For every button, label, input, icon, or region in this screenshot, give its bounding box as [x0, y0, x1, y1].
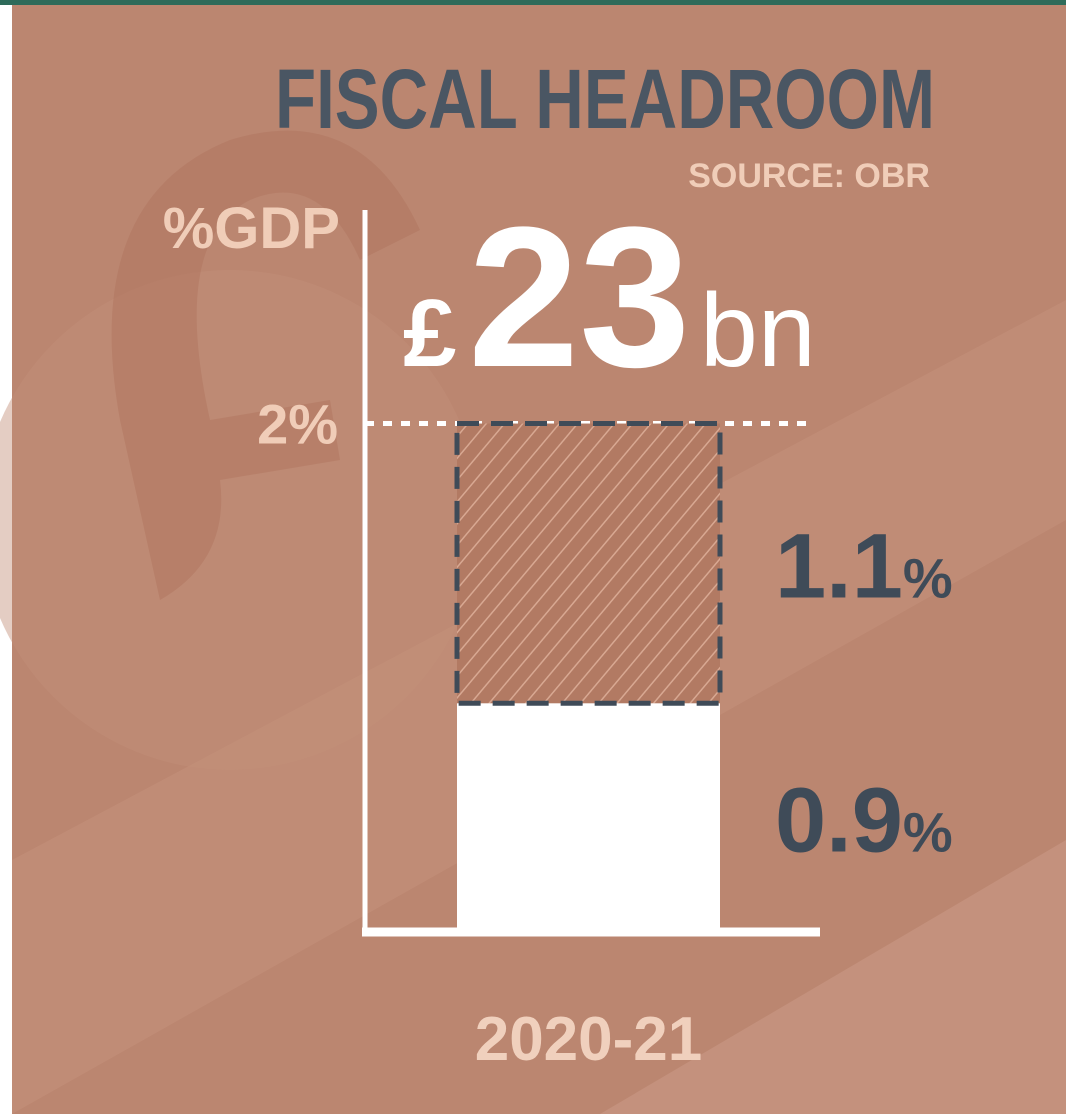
y-axis-label: %GDP [163, 196, 340, 261]
decor-pound [111, 130, 420, 600]
source: SOURCE: OBR [688, 157, 930, 195]
decor-band [600, 840, 1066, 1114]
top-bar [0, 0, 1066, 5]
bar-segment [454, 421, 723, 706]
x-tick-label: 2020-21 [475, 1005, 703, 1074]
y-tick-label: 2% [257, 393, 338, 456]
headline-amount: 23 [468, 186, 690, 409]
chart-title: FISCAL HEADROOM [275, 52, 935, 146]
bar-segment [457, 703, 720, 932]
headline-currency: £ [403, 280, 456, 387]
headline-unit: bn [700, 273, 816, 389]
value-label: 1.1% [775, 515, 953, 617]
value-label: 0.9% [775, 770, 953, 872]
